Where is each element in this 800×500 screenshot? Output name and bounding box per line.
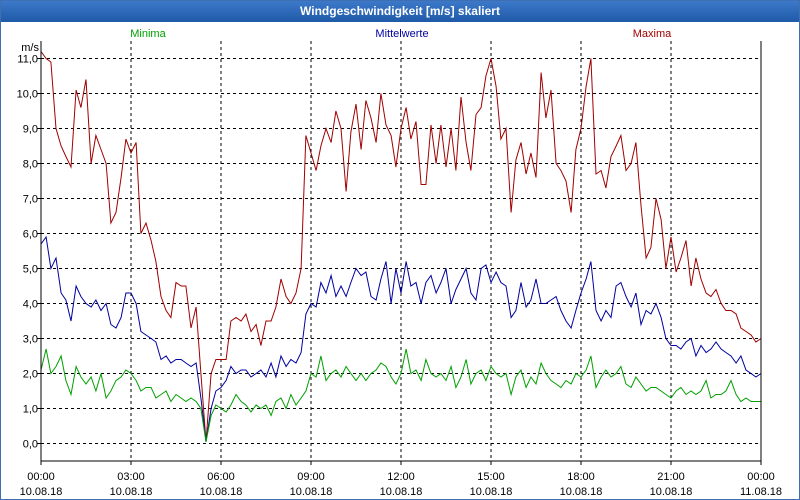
y-tick-label: 9,0 (23, 124, 38, 136)
x-tick-time: 00:00 (27, 471, 55, 483)
legend-maxima: Maxima (633, 28, 672, 40)
y-tick-label: 3,0 (23, 334, 38, 346)
y-tick-label: 6,0 (23, 229, 38, 241)
x-tick-date: 10.08.18 (200, 486, 243, 498)
x-tick-time: 09:00 (297, 471, 325, 483)
series-lines (40, 51, 762, 442)
x-tick-time: 06:00 (207, 471, 235, 483)
x-tick-date: 10.08.18 (470, 486, 513, 498)
x-tick-time: 03:00 (117, 471, 145, 483)
grid (41, 41, 761, 461)
y-tick-label: 8,0 (23, 159, 38, 171)
x-tick-time: 18:00 (567, 471, 595, 483)
y-tick-label: 5,0 (23, 264, 38, 276)
x-tick-time: 00:00 (747, 471, 775, 483)
y-tick-label: 2,0 (23, 369, 38, 381)
series-line-mittelwerte (40, 235, 762, 442)
y-axis-ticks: 0,0 1,0 2,0 3,0 4,0 5,0 6,0 7,0 8,0 9,0 10,0 11,0 (17, 54, 41, 451)
y-axis-label: m/s (21, 42, 39, 54)
x-tick-time: 12:00 (387, 471, 415, 483)
x-tick-date: 10.08.18 (20, 486, 63, 498)
y-tick-label: 7,0 (23, 194, 38, 206)
x-tick-date: 10.08.18 (650, 486, 693, 498)
legend-minima: Minima (130, 28, 166, 40)
y-tick-label: 11,0 (17, 54, 38, 66)
y-tick-label: 1,0 (23, 404, 38, 416)
legend: Maxima Mittelwerte Minima (130, 28, 672, 40)
x-tick-date: 10.08.18 (110, 486, 153, 498)
x-tick-time: 21:00 (657, 471, 685, 483)
y-tick-label: 4,0 (23, 299, 38, 311)
x-tick-time: 15:00 (477, 471, 505, 483)
x-axis-ticks: 00:00 10.08.18 03:00 10.08.18 06:00 10.08.18 0… (20, 461, 782, 498)
legend-mittelwerte: Mittelwerte (375, 28, 428, 40)
x-tick-date: 10.08.18 (380, 486, 423, 498)
series-line-minima (40, 348, 761, 442)
x-tick-date: 10.08.18 (560, 486, 603, 498)
x-tick-date: 10.08.18 (290, 486, 333, 498)
window-title: Windgeschwindigkeit [m/s] skaliert (1, 1, 799, 22)
y-tick-label: 10,0 (17, 89, 38, 101)
x-tick-date: 11.08.18 (740, 486, 782, 498)
series-line-maxima (40, 51, 762, 442)
y-tick-label: 0,0 (23, 439, 38, 451)
